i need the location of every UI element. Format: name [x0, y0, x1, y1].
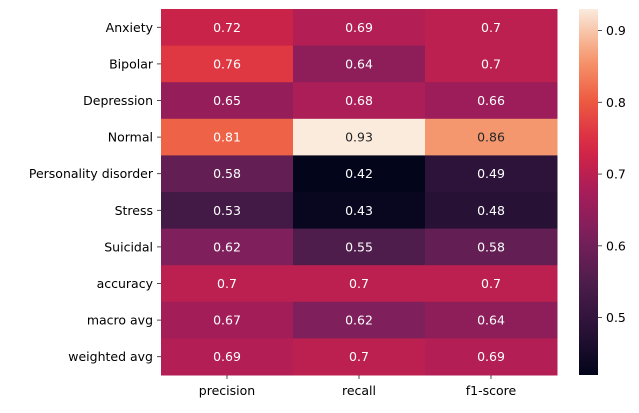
cell-value-label: 0.69 [213, 349, 241, 364]
heatmap-cell [161, 192, 294, 230]
cell-value-label: 0.7 [481, 20, 501, 35]
colorbar-gradient [579, 9, 598, 375]
cell-value-label: 0.58 [213, 166, 241, 181]
cell-value-label: 0.81 [213, 130, 241, 145]
cell-value-label: 0.43 [345, 203, 373, 218]
row-label: Stress [115, 203, 153, 218]
heatmap-cell [161, 9, 294, 47]
cell-value-label: 0.76 [213, 56, 241, 71]
heatmap-cell [293, 265, 426, 303]
column-label: f1-score [466, 383, 517, 398]
cell-value-label: 0.93 [345, 130, 373, 145]
heatmap-cell [425, 192, 558, 230]
heatmap-cell [293, 118, 426, 156]
heatmap-cell [293, 45, 426, 83]
cell-value-label: 0.66 [477, 93, 505, 108]
cell-value-label: 0.53 [213, 203, 241, 218]
heatmap-cell [425, 9, 558, 47]
cell-value-label: 0.55 [345, 239, 373, 254]
cell-value-label: 0.67 [213, 313, 241, 328]
heatmap-cell [161, 155, 294, 193]
cell-value-label: 0.7 [481, 56, 501, 71]
row-label: macro avg [87, 313, 153, 328]
cell-value-label: 0.72 [213, 20, 241, 35]
row-label: Suicidal [104, 239, 153, 254]
heatmap-cell [293, 338, 426, 376]
heatmap-cell [293, 192, 426, 230]
heatmap-cell [425, 118, 558, 156]
colorbar-tick-label: 0.6 [606, 238, 626, 253]
row-label: Normal [108, 130, 153, 145]
cell-value-label: 0.69 [477, 349, 505, 364]
heatmap-cell [161, 45, 294, 83]
heatmap-cell [425, 301, 558, 339]
heatmap-cell [425, 82, 558, 120]
cell-value-label: 0.62 [345, 313, 373, 328]
heatmap-cell [161, 118, 294, 156]
cell-value-label: 0.7 [217, 276, 237, 291]
colorbar-tick-label: 0.9 [606, 23, 626, 38]
heatmap-cell [425, 155, 558, 193]
heatmap-cell [293, 228, 426, 266]
heatmap-cell [293, 155, 426, 193]
colorbar-tick-label: 0.5 [606, 310, 626, 325]
heatmap-cell [425, 45, 558, 83]
row-label: Personality disorder [29, 166, 154, 181]
heatmap-cell [293, 301, 426, 339]
heatmap-cell [161, 338, 294, 376]
heatmap-cell [161, 301, 294, 339]
cell-value-label: 0.65 [213, 93, 241, 108]
row-labels: Anxiety Bipolar Depression Normal Personalit… [29, 20, 161, 364]
cell-value-label: 0.64 [477, 313, 505, 328]
row-label: accuracy [97, 276, 154, 291]
heatmap-cell [293, 82, 426, 120]
cell-value-label: 0.64 [345, 56, 373, 71]
column-labels: precision recall f1-score [199, 375, 517, 398]
heatmap-cells: 0.72 0.69 0.7 0.76 0.64 0.7 0.65 0.68 0.66 0.81 0.… [161, 9, 558, 376]
heatmap-cell [293, 9, 426, 47]
cell-value-label: 0.86 [477, 130, 505, 145]
cell-value-label: 0.42 [345, 166, 373, 181]
cell-value-label: 0.49 [477, 166, 505, 181]
row-label: Depression [83, 93, 153, 108]
cell-value-label: 0.48 [477, 203, 505, 218]
heatmap-cell [161, 82, 294, 120]
heatmap-cell [161, 228, 294, 266]
column-label: precision [199, 383, 255, 398]
cell-value-label: 0.69 [345, 20, 373, 35]
row-label: weighted avg [68, 349, 153, 364]
cell-value-label: 0.68 [345, 93, 373, 108]
heatmap-cell [161, 265, 294, 303]
colorbar: 0.5 0.6 0.7 0.8 0.9 [579, 9, 626, 375]
row-label: Anxiety [106, 20, 154, 35]
column-label: recall [342, 383, 376, 398]
cell-value-label: 0.62 [213, 239, 241, 254]
colorbar-tick-label: 0.7 [606, 167, 626, 182]
row-label: Bipolar [109, 56, 154, 71]
cell-value-label: 0.7 [349, 276, 369, 291]
cell-value-label: 0.58 [477, 239, 505, 254]
colorbar-tick-label: 0.8 [606, 95, 626, 110]
heatmap-cell [425, 228, 558, 266]
heatmap-cell [425, 338, 558, 376]
heatmap-cell [425, 265, 558, 303]
cell-value-label: 0.7 [481, 276, 501, 291]
cell-value-label: 0.7 [349, 349, 369, 364]
